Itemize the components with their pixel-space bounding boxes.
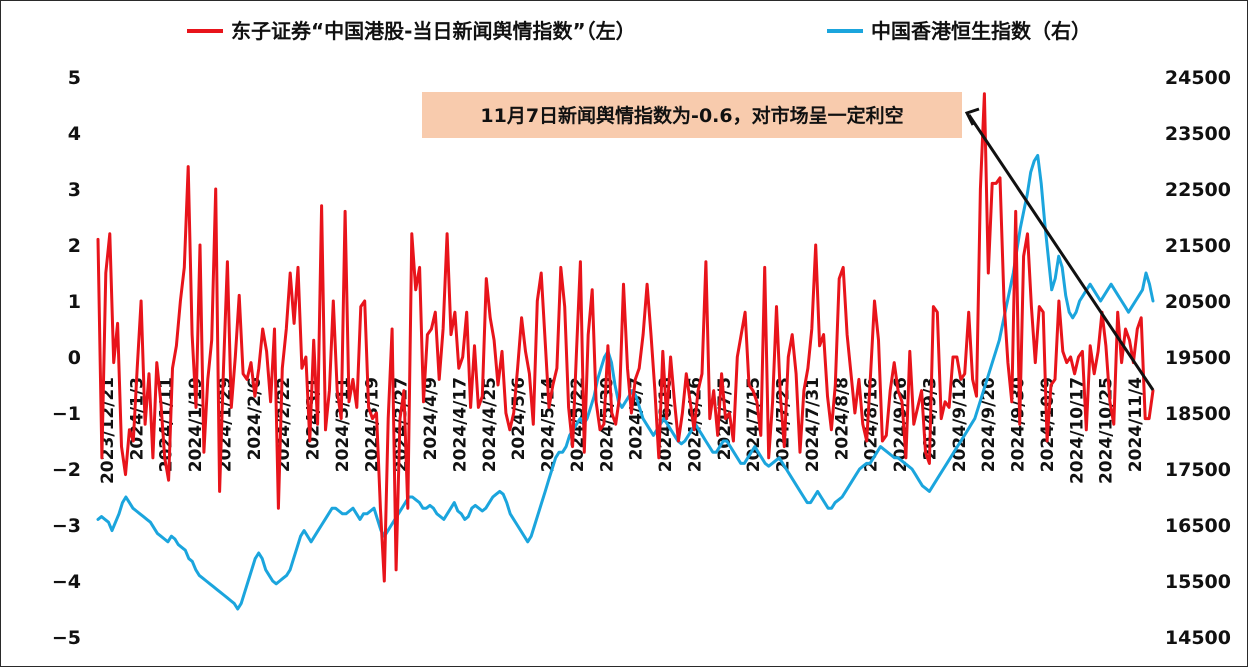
x-tick-label: 2024/7/15 — [744, 377, 764, 472]
right-tick-label: 20500 — [1165, 291, 1231, 313]
x-tick-label: 2024/5/14 — [539, 377, 559, 472]
x-tick-label: 2024/9/20 — [979, 377, 999, 472]
left-tick-label: −4 — [52, 571, 81, 593]
annotation-box — [422, 92, 962, 138]
hang-seng-index-line — [96, 153, 1155, 611]
right-tick-label: 17500 — [1165, 459, 1231, 481]
x-tick-label: 2024/7/31 — [803, 377, 823, 472]
right-axis: 24500 23500 22500 21500 20500 19500 18500 17500… — [1165, 67, 1231, 649]
right-tick-label: 19500 — [1165, 347, 1231, 369]
annotation-arrow-head — [964, 107, 980, 126]
left-tick-label: −1 — [52, 403, 81, 425]
x-tick-label: 2024/4/25 — [480, 377, 500, 472]
x-tick-label: 2024/8/16 — [862, 377, 882, 472]
legend: 东子证券“中国港股-当日新闻舆情指数”（左） 中国香港恒生指数（右） — [187, 19, 1091, 43]
series-layer — [96, 92, 1155, 611]
right-tick-label: 24500 — [1165, 67, 1231, 89]
x-tick-label: 2024/10/17 — [1067, 377, 1087, 484]
annotation: 11月7日新闻舆情指数为-0.6，对市场呈一定利空 — [422, 92, 1155, 391]
left-tick-label: −3 — [52, 515, 81, 537]
right-tick-label: 21500 — [1165, 235, 1231, 257]
left-tick-label: 5 — [68, 67, 81, 89]
left-axis: 5 4 3 2 1 0 −1 −2 −3 −4 −5 — [52, 67, 81, 649]
x-tick-label: 2024/2/6 — [245, 377, 265, 460]
x-tick-label: 2024/8/8 — [832, 377, 852, 460]
x-axis: 2023/12/21 2024/1/3 2024/1/11 2024/1/19 2024… — [98, 377, 1146, 484]
x-tick-label: 2024/4/9 — [421, 377, 441, 460]
left-tick-label: 1 — [68, 291, 81, 313]
x-tick-label: 2024/4/17 — [450, 377, 470, 472]
right-tick-label: 14500 — [1165, 627, 1231, 649]
x-tick-label: 2024/9/12 — [950, 377, 970, 472]
right-tick-label: 15500 — [1165, 571, 1231, 593]
right-tick-label: 23500 — [1165, 123, 1231, 145]
x-tick-label: 2024/11/4 — [1126, 377, 1146, 472]
right-tick-label: 22500 — [1165, 179, 1231, 201]
left-tick-label: 0 — [68, 347, 81, 369]
legend-label-1: 中国香港恒生指数（右） — [871, 19, 1091, 43]
left-tick-label: −2 — [52, 459, 81, 481]
x-tick-label: 2024/1/19 — [186, 377, 206, 472]
legend-label-0: 东子证券“中国港股-当日新闻舆情指数”（左） — [231, 19, 636, 43]
right-tick-label: 16500 — [1165, 515, 1231, 537]
sentiment-index-line — [96, 92, 1155, 583]
left-tick-label: 4 — [68, 123, 81, 145]
left-tick-label: −5 — [52, 627, 81, 649]
right-tick-label: 18500 — [1165, 403, 1231, 425]
annotation-arrow-line — [967, 114, 1155, 391]
annotation-text: 11月7日新闻舆情指数为-0.6，对市场呈一定利空 — [480, 104, 903, 127]
left-tick-label: 3 — [68, 179, 81, 201]
left-tick-label: 2 — [68, 235, 81, 257]
